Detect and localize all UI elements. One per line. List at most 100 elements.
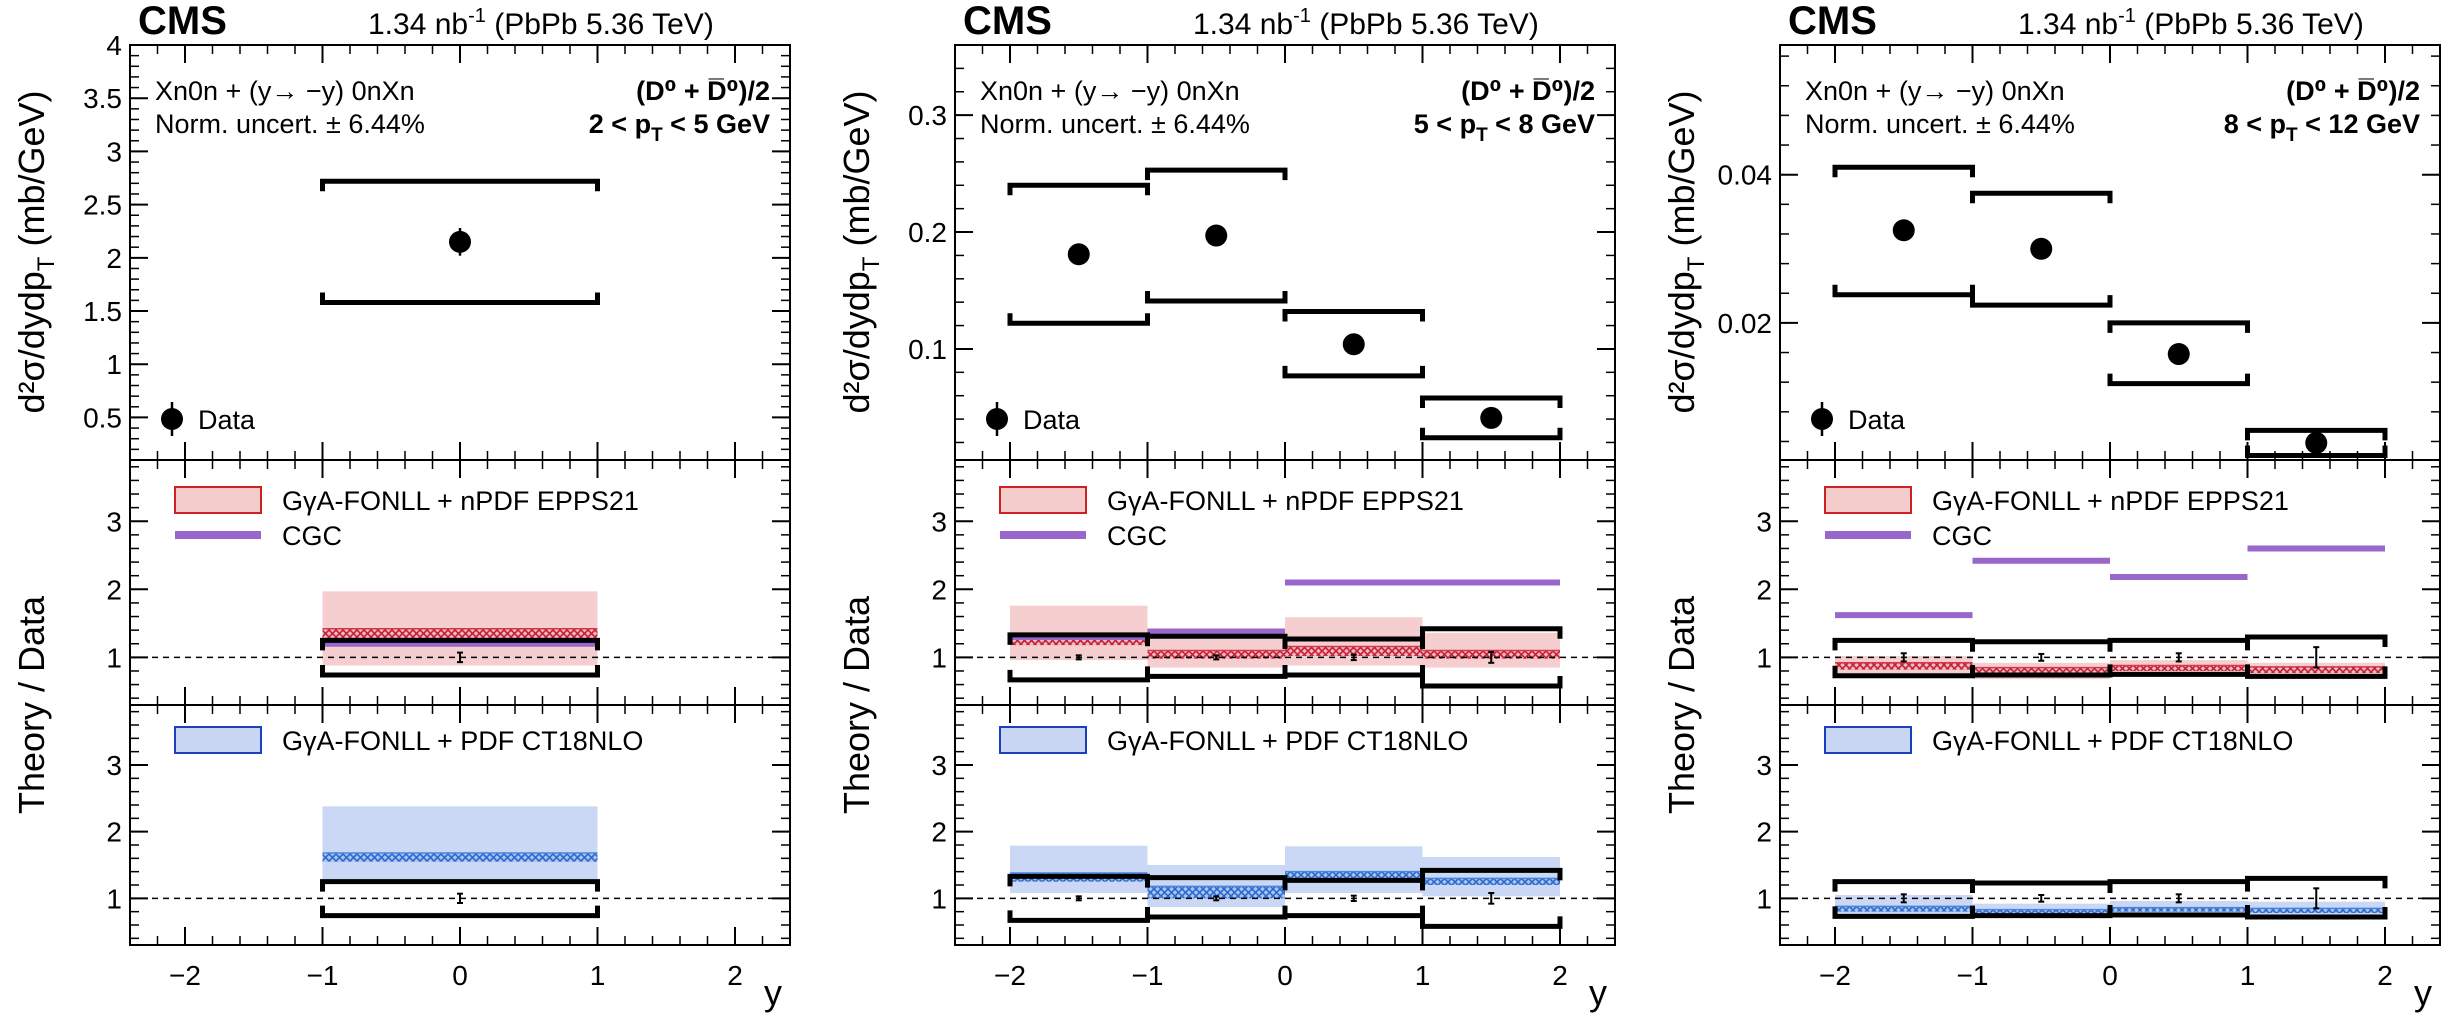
pdf-central-band — [1972, 909, 2110, 915]
ratio-data-syst-up — [2245, 875, 2388, 889]
ratio-y-axis-title: Theory / Data — [1661, 595, 1702, 814]
x-axis-title: y — [764, 972, 782, 1013]
pt-range-label: 2 < pT < 5 GeV — [589, 109, 770, 146]
legend-cgc-label: CGC — [282, 521, 342, 551]
lumi-label: 1.34 nb-1 (PbPb 5.36 TeV) — [1193, 5, 1539, 41]
data-syst-down — [1007, 313, 1150, 326]
ratio-data-syst-up — [1420, 626, 1563, 639]
data-syst-down — [320, 292, 600, 306]
norm-uncert-label: Norm. uncert. ± 6.44% — [155, 109, 425, 139]
legend-npdf-swatch — [174, 486, 262, 514]
y-tick-label: 4 — [106, 30, 122, 61]
ratio-data-syst-up — [1282, 877, 1425, 891]
npdf-central-band — [1285, 646, 1423, 656]
ratio-data-syst-down — [1282, 905, 1425, 919]
legend-pdf-label: GγA-FONLL + PDF CT18NLO — [1107, 726, 1468, 756]
y-tick-label: 2 — [931, 574, 947, 605]
particle-label: (D⁰ + D̅⁰)/2 — [2286, 76, 2420, 106]
legend-data-label: Data — [1848, 405, 1906, 435]
legend-data-marker — [161, 408, 183, 430]
pdf-band — [1422, 857, 1560, 897]
legend-pdf: GγA-FONLL + PDF CT18NLO — [174, 726, 643, 756]
legend-pdf: GγA-FONLL + PDF CT18NLO — [1824, 726, 2293, 756]
legend-npdf-swatch — [1824, 486, 1912, 514]
pdf-central-band — [1835, 906, 1973, 912]
data-syst-up — [320, 178, 600, 192]
y-tick-label: 3.5 — [83, 83, 122, 114]
data-point — [1205, 224, 1228, 247]
pdf-band — [1010, 845, 1148, 893]
npdf-central-band — [1835, 662, 1973, 670]
y-tick-label: 0.04 — [1718, 160, 1773, 191]
ratio-data-syst-down — [320, 665, 600, 678]
legend-npdf-label: GγA-FONLL + nPDF EPPS21 — [1107, 486, 1464, 516]
y-axis-title: d²σ/dydpT (mb/GeV) — [11, 91, 60, 414]
ratio-data-syst-up — [2107, 637, 2250, 651]
legend-pdf-swatch — [999, 726, 1087, 754]
legend-npdf: GγA-FONLL + nPDF EPPS21 — [999, 486, 1464, 516]
x-axis: −2 −1 0 1 2 y — [954, 45, 1616, 1013]
panel-pt-5-8: CMS 1.34 nb-1 (PbPb 5.36 TeV) 0.10.20.3 … — [836, 0, 1616, 1013]
cms-label: CMS — [1788, 0, 1877, 43]
y-tick-label: 3 — [106, 750, 122, 781]
y-tick-label: 1 — [931, 883, 947, 914]
main-plot-frame — [1779, 44, 2441, 461]
legend-pdf-label: GγA-FONLL + PDF CT18NLO — [1932, 726, 2293, 756]
y-tick-label: 2 — [1756, 817, 1772, 848]
norm-uncert-label: Norm. uncert. ± 6.44% — [1805, 109, 2075, 139]
main-y-axis: 0.1 0.2 0.3 — [908, 44, 1615, 444]
cms-label: CMS — [963, 0, 1052, 43]
legend-npdf: GγA-FONLL + nPDF EPPS21 — [174, 486, 639, 516]
ratio-data-syst-down — [1420, 916, 1563, 929]
legend-data-label: Data — [1023, 405, 1081, 435]
ratio-data-syst-down — [1282, 665, 1425, 678]
ratio-data-syst-down — [1007, 910, 1150, 923]
ratio-data-syst-up — [2245, 634, 2388, 647]
ratio-data-syst-down — [1145, 666, 1288, 679]
legend-pdf-label: GγA-FONLL + PDF CT18NLO — [282, 726, 643, 756]
ratio-data-syst-up — [2107, 879, 2250, 892]
legend-data: Data — [986, 402, 1081, 436]
ratio-data-syst-up — [1970, 880, 2113, 893]
lumi-label: 1.34 nb-1 (PbPb 5.36 TeV) — [2018, 5, 2364, 41]
ratio-data-syst-down — [1007, 669, 1150, 683]
data-point — [1480, 406, 1503, 429]
lumi-label: 1.34 nb-1 (PbPb 5.36 TeV) — [368, 5, 714, 41]
pdf-central-band — [1147, 886, 1285, 899]
npdf-central-band — [2110, 665, 2248, 671]
legend-data-marker — [1811, 408, 1833, 430]
x-tick-label: −1 — [307, 960, 339, 991]
x-axis: −2 −1 0 1 2 y — [1779, 45, 2441, 1013]
x-tick-label: −2 — [169, 960, 201, 991]
y-tick-label: 3 — [1756, 750, 1772, 781]
data-syst-up — [1970, 190, 2113, 204]
ratio-data-syst-down — [320, 905, 600, 919]
legend-pdf: GγA-FONLL + PDF CT18NLO — [999, 726, 1468, 756]
x-tick-label: −1 — [1957, 960, 1989, 991]
x-tick-label: 0 — [452, 960, 468, 991]
pdf-central-band — [2110, 907, 2248, 912]
npdf-central-band — [1972, 667, 2110, 674]
data-point — [1892, 219, 1915, 242]
legend-pdf-swatch — [174, 726, 262, 754]
x-tick-label: 1 — [1415, 960, 1431, 991]
ratio-data-syst-up — [1832, 637, 1975, 651]
pt-range-label: 8 < pT < 12 GeV — [2224, 109, 2420, 146]
npdf-central-band — [1010, 635, 1148, 646]
y-tick-label: 0.3 — [908, 100, 947, 131]
y-tick-label: 1 — [106, 883, 122, 914]
y-tick-label: 3 — [1756, 506, 1772, 537]
y-tick-label: 1 — [106, 642, 122, 673]
x-tick-label: 2 — [1552, 960, 1568, 991]
ratio-data-syst-up — [1970, 639, 2113, 652]
pdf-central-band — [1422, 878, 1560, 885]
legend-cgc: CGC — [1825, 521, 1992, 551]
pdf-central-band — [1285, 871, 1423, 880]
pdf-band — [1285, 846, 1423, 893]
data-syst-down — [1832, 284, 1975, 298]
data-syst-up — [1282, 309, 1425, 322]
legend-data-marker — [986, 408, 1008, 430]
legend-npdf-label: GγA-FONLL + nPDF EPPS21 — [282, 486, 639, 516]
data-point — [1067, 243, 1090, 266]
y-tick-label: 1 — [1756, 883, 1772, 914]
